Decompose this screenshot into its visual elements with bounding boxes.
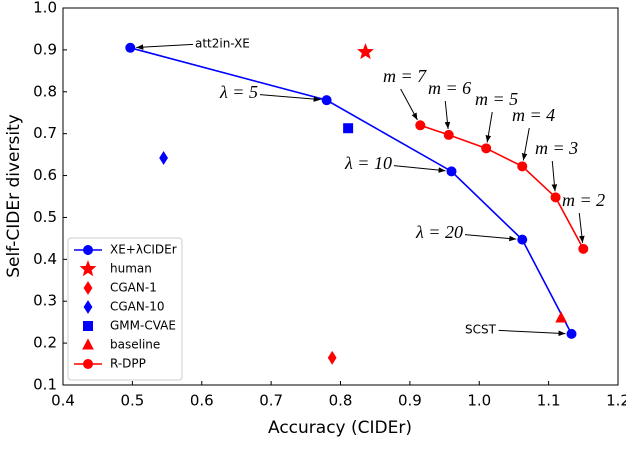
legend-marker [83, 359, 93, 369]
y-tick-label: 0.5 [33, 208, 57, 226]
annotation: SCST [465, 323, 497, 337]
data-point [321, 95, 332, 106]
x-tick-label: 0.5 [120, 392, 144, 410]
legend-marker [83, 321, 93, 331]
data-point [327, 350, 337, 365]
y-tick-label: 0.7 [33, 124, 57, 142]
x-tick-label: 1.1 [537, 392, 561, 410]
y-tick-label: 0.9 [33, 40, 57, 58]
legend-label: GMM-CVAE [110, 319, 176, 333]
annotation: m = 2 [562, 190, 605, 210]
legend-marker [83, 245, 93, 255]
annotation-arrow [393, 165, 446, 173]
annotation-arrow [551, 160, 558, 192]
legend-label: XE+λCIDEr [110, 243, 177, 257]
annotation: m = 7 [383, 66, 427, 86]
legend-marker [83, 300, 93, 314]
annotation: m = 3 [535, 138, 578, 158]
annotation-arrow [444, 100, 451, 130]
data-point [566, 328, 577, 339]
annotation: att2in-XE [195, 37, 250, 51]
annotation: m = 6 [428, 78, 471, 98]
data-point [555, 311, 567, 323]
series-line [420, 124, 585, 250]
legend-label: CGAN-10 [110, 300, 164, 314]
data-point [443, 129, 454, 140]
annotation: m = 4 [512, 105, 555, 125]
annotation-arrow [498, 329, 566, 337]
annotation: λ = 5 [219, 82, 258, 102]
legend-box [67, 237, 183, 381]
data-point [125, 42, 136, 53]
legend-marker [83, 281, 93, 295]
legend-marker [79, 260, 97, 277]
data-point [446, 166, 457, 177]
y-axis-label: Self-CIDEr diversity [4, 114, 24, 278]
y-tick-label: 0.8 [33, 82, 57, 100]
data-point [415, 120, 426, 131]
x-tick-label: 0.8 [329, 392, 353, 410]
x-axis-label: Accuracy (CIDEr) [268, 418, 412, 438]
y-tick-label: 0.4 [33, 250, 57, 268]
y-tick-label: 0.1 [33, 376, 57, 394]
x-tick-label: 0.9 [398, 392, 422, 410]
data-point [159, 151, 168, 165]
data-point [357, 43, 374, 60]
annotation-arrow [521, 127, 530, 161]
annotation-arrow [136, 43, 194, 50]
legend-label: human [110, 262, 152, 276]
x-tick-label: 1.2 [606, 392, 626, 410]
data-point [550, 192, 561, 203]
x-tick-label: 1.0 [467, 392, 491, 410]
legend-marker [82, 338, 94, 350]
annotation-arrow [485, 111, 493, 143]
data-point [343, 123, 354, 134]
data-point [517, 234, 528, 245]
x-tick-label: 0.7 [259, 392, 283, 410]
y-tick-label: 0.6 [33, 166, 57, 184]
data-point [578, 243, 589, 254]
legend-label: R-DPP [110, 357, 146, 371]
legend-label: CGAN-1 [110, 281, 157, 295]
annotation-arrow [400, 88, 418, 121]
y-tick-label: 0.2 [33, 334, 57, 352]
y-tick-label: 0.3 [33, 292, 57, 310]
annotation: λ = 10 [344, 153, 392, 173]
legend-label: baseline [110, 338, 160, 352]
annotation: m = 5 [475, 89, 518, 109]
annotation: λ = 20 [415, 222, 463, 242]
annotation-arrow [259, 94, 321, 102]
annotation-arrow [464, 234, 517, 242]
annotation-arrow [578, 212, 585, 243]
data-point [517, 161, 528, 172]
y-tick-label: 1.0 [33, 0, 57, 17]
data-point [481, 143, 492, 154]
x-tick-label: 0.4 [51, 392, 75, 410]
x-tick-label: 0.6 [190, 392, 214, 410]
